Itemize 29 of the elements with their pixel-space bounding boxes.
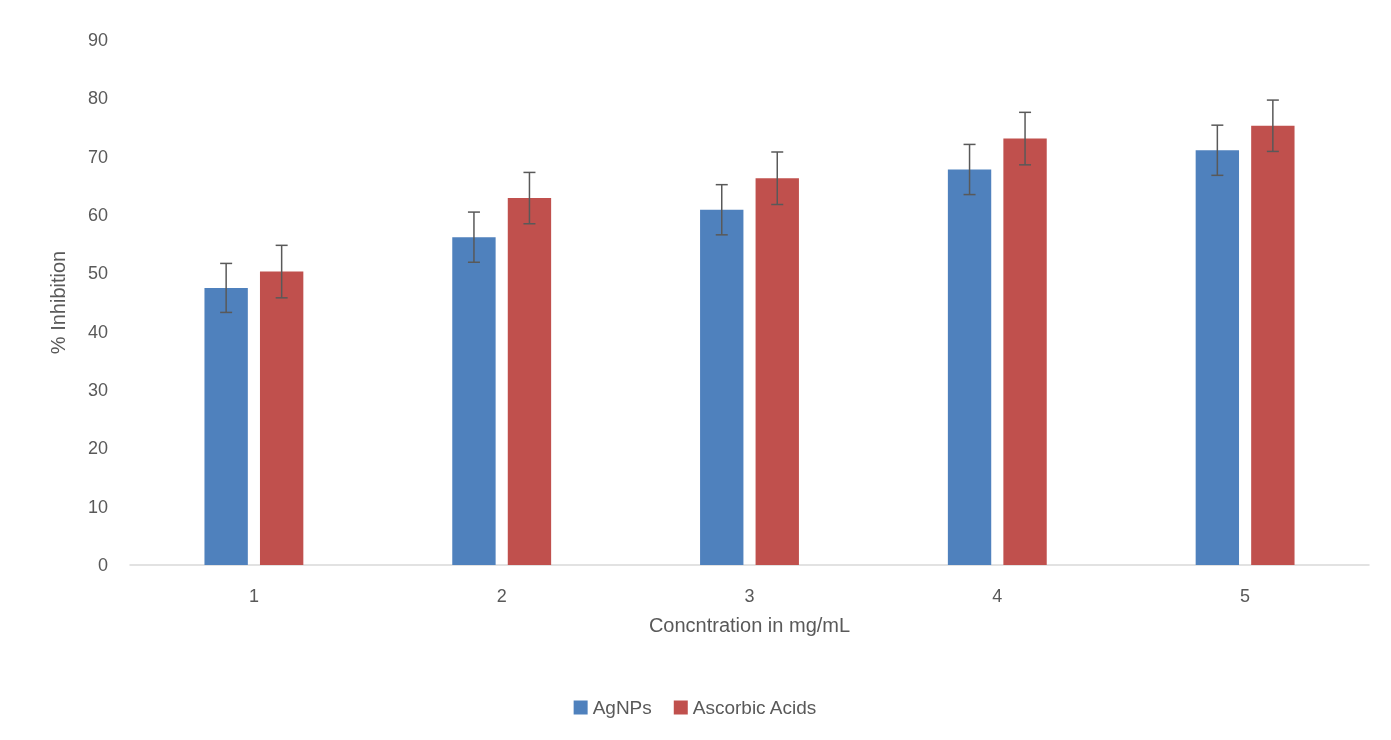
bar <box>755 178 799 565</box>
y-tick-label: 20 <box>87 438 108 459</box>
bar <box>204 287 248 565</box>
bar <box>507 198 552 565</box>
y-tick-label: 80 <box>87 88 108 109</box>
bar <box>700 209 744 565</box>
bar <box>1251 125 1295 565</box>
bar <box>259 271 304 565</box>
x-tick-label: 5 <box>1240 586 1251 606</box>
y-tick-label: 70 <box>87 146 108 167</box>
x-axis-title: Concntration in mg/mL <box>648 614 851 636</box>
x-tick-label: 4 <box>992 586 1003 606</box>
x-tick-label: 1 <box>248 586 259 606</box>
y-tick-label: 30 <box>87 380 108 400</box>
bar <box>1003 138 1047 565</box>
x-tick-label: 2 <box>496 586 507 606</box>
y-axis-title: % Inhibition <box>47 250 69 355</box>
legend-label: Ascorbic Acids <box>692 697 817 718</box>
y-tick-label: 90 <box>87 30 108 50</box>
y-tick-label: 0 <box>97 555 108 575</box>
x-tick-label: 3 <box>744 586 755 606</box>
y-tick-label: 40 <box>87 321 108 342</box>
y-tick-label: 10 <box>87 496 108 517</box>
y-tick-label: 60 <box>87 205 108 225</box>
bar <box>947 169 992 565</box>
legend-label: AgNPs <box>592 697 652 718</box>
bar <box>452 237 496 565</box>
bar <box>1195 150 1240 565</box>
y-tick-label: 50 <box>87 263 108 284</box>
